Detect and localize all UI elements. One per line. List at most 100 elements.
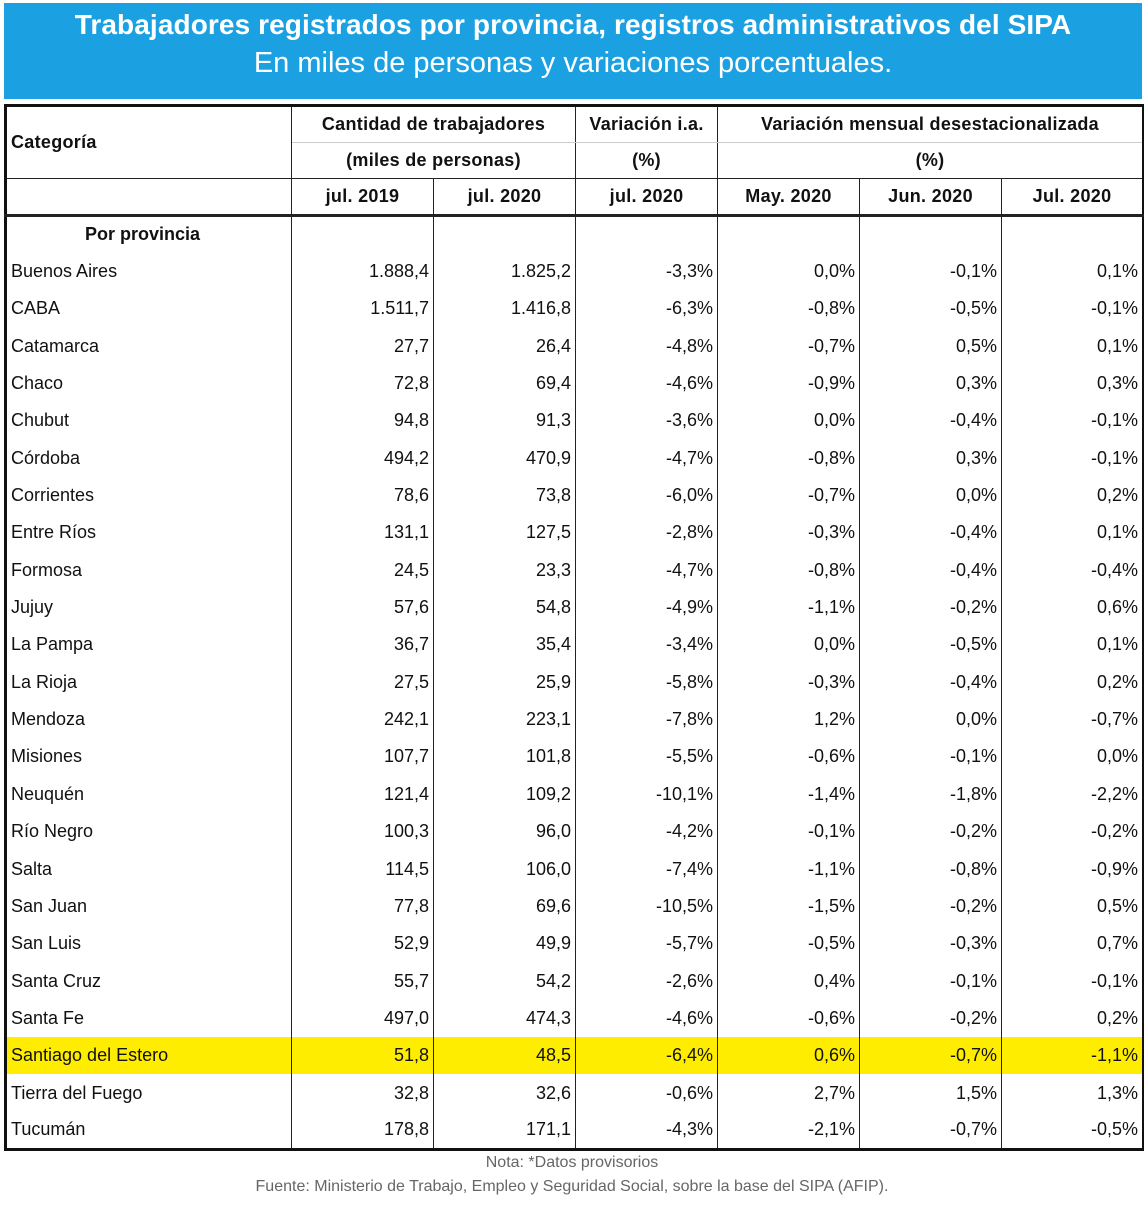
- table-cell: -0,9%: [1001, 850, 1144, 888]
- column-header: May. 2020: [717, 178, 861, 217]
- table-cell: -0,7%: [717, 327, 861, 365]
- page-title: Trabajadores registrados por provincia, …: [74, 9, 1072, 40]
- province-name: Chaco: [5, 364, 292, 403]
- table-row: Corrientes 78,6 73,8 -6,0% -0,7% 0,0% 0,2%: [5, 476, 1144, 515]
- table-cell: -10,5%: [575, 887, 719, 926]
- province-name: Neuquén: [5, 775, 292, 813]
- table-cell: 131,1: [291, 514, 434, 552]
- table-cell: 223,1: [432, 700, 577, 739]
- province-name: San Juan: [5, 887, 292, 926]
- table-row: Río Negro 100,3 96,0 -4,2% -0,1% -0,2% -0,2%: [5, 813, 1144, 851]
- column-header: Jun. 2020: [859, 178, 1003, 217]
- province-name: Buenos Aires: [5, 252, 292, 291]
- table-row: San Juan 77,8 69,6 -10,5% -1,5% -0,2% 0,5%: [5, 887, 1144, 926]
- table-cell: 94,8: [291, 402, 434, 440]
- table-cell: 32,8: [291, 1074, 434, 1112]
- table-cell: -1,8%: [859, 775, 1003, 813]
- column-header: jul. 2020: [432, 178, 577, 217]
- table-cell: -0,4%: [859, 402, 1003, 440]
- table-cell: -2,6%: [575, 962, 719, 1000]
- table-cell: 470,9: [432, 439, 577, 477]
- table-cell: -0,7%: [859, 1111, 1003, 1150]
- table-cell: 52,9: [291, 925, 434, 963]
- province-name: Tierra del Fuego: [5, 1074, 292, 1112]
- table-cell: -4,3%: [575, 1111, 719, 1150]
- table-cell: 57,6: [291, 588, 434, 627]
- table-cell: 26,4: [432, 327, 577, 365]
- table-cell: -2,1%: [717, 1111, 861, 1150]
- table-cell: 0,5%: [859, 327, 1003, 365]
- source-note: Fuente: Ministerio de Trabajo, Empleo y …: [255, 1178, 889, 1195]
- table-cell: -1,1%: [717, 588, 861, 627]
- table-cell: 96,0: [432, 813, 577, 851]
- table-row: Santa Fe 497,0 474,3 -4,6% -0,6% -0,2% 0,2%: [5, 999, 1144, 1038]
- province-name: La Rioja: [5, 663, 292, 701]
- table-row: Tierra del Fuego 32,8 32,6 -0,6% 2,7% 1,5% 1,3…: [5, 1074, 1144, 1112]
- table-cell: -0,6%: [717, 999, 861, 1038]
- table-cell: -0,2%: [859, 588, 1003, 627]
- table-cell: -3,4%: [575, 626, 719, 664]
- table-cell: 0,0%: [1001, 738, 1144, 776]
- province-name: Entre Ríos: [5, 514, 292, 552]
- table-cell: 0,2%: [1001, 663, 1144, 701]
- table-cell: 24,5: [291, 551, 434, 589]
- header-unit-workers: (miles de personas): [290, 142, 577, 179]
- table-cell: -0,1%: [1001, 439, 1144, 477]
- province-name: Salta: [5, 850, 292, 888]
- table-cell: -0,4%: [859, 663, 1003, 701]
- province-name: Santa Cruz: [5, 962, 292, 1000]
- table-row: Catamarca 27,7 26,4 -4,8% -0,7% 0,5% 0,1%: [5, 327, 1144, 365]
- province-name: Santiago del Estero: [5, 1037, 292, 1075]
- table-cell: -4,8%: [575, 327, 719, 365]
- table-cell: 27,7: [291, 327, 434, 365]
- table-row: San Luis 52,9 49,9 -5,7% -0,5% -0,3% 0,7%: [5, 925, 1144, 963]
- table-cell: -3,6%: [575, 402, 719, 440]
- header-category: Categoría: [5, 105, 292, 179]
- table-cell: -0,5%: [859, 626, 1003, 664]
- province-name: Tucumán: [5, 1111, 292, 1150]
- table-cell: 494,2: [291, 439, 434, 477]
- table-cell: 0,6%: [1001, 588, 1144, 627]
- table-cell: -0,4%: [1001, 551, 1144, 589]
- table-cell: 0,0%: [717, 402, 861, 440]
- header-group-workers: Cantidad de trabajadores: [290, 105, 577, 143]
- table-cell: -1,1%: [717, 850, 861, 888]
- table-cell: 69,4: [432, 364, 577, 403]
- column-header: jul. 2019: [291, 178, 434, 217]
- table-cell: 0,3%: [859, 439, 1003, 477]
- table-cell: 0,3%: [1001, 364, 1144, 403]
- table-cell: 1.888,4: [291, 252, 434, 291]
- table-cell: 0,1%: [1001, 514, 1144, 552]
- header-unit-yoy: (%): [575, 142, 719, 179]
- table-row: Santa Cruz 55,7 54,2 -2,6% 0,4% -0,1% -0,1%: [5, 962, 1144, 1000]
- table-cell: -0,1%: [1001, 402, 1144, 440]
- table-cell: -0,7%: [859, 1037, 1003, 1075]
- table-cell: 1.416,8: [432, 290, 577, 328]
- table-row: Córdoba 494,2 470,9 -4,7% -0,8% 0,3% -0,1%: [5, 439, 1144, 477]
- table-cell: -3,3%: [575, 252, 719, 291]
- column-header: jul. 2020: [575, 178, 719, 217]
- header-blank: [5, 178, 292, 217]
- table-cell: 2,7%: [717, 1074, 861, 1112]
- table-row: Entre Ríos 131,1 127,5 -2,8% -0,3% -0,4% 0,1%: [5, 514, 1144, 552]
- table-cell: 27,5: [291, 663, 434, 701]
- province-name: Chubut: [5, 402, 292, 440]
- table-cell: 54,8: [432, 588, 577, 627]
- table-cell: -4,7%: [575, 551, 719, 589]
- page-subtitle: En miles de personas y variaciones porce…: [253, 47, 893, 79]
- table-cell: -5,5%: [575, 738, 719, 776]
- table-cell: -4,6%: [575, 364, 719, 403]
- table-cell: -7,8%: [575, 700, 719, 739]
- table-cell: 0,6%: [717, 1037, 861, 1075]
- table-cell: -0,1%: [717, 813, 861, 851]
- table-cell: -0,4%: [859, 551, 1003, 589]
- table-cell: 0,4%: [717, 962, 861, 1000]
- table-cell: 0,2%: [1001, 999, 1144, 1038]
- table-cell: 127,5: [432, 514, 577, 552]
- province-name: Misiones: [5, 738, 292, 776]
- table-cell: -5,8%: [575, 663, 719, 701]
- table-cell: -0,8%: [717, 290, 861, 328]
- table-cell: 0,1%: [1001, 252, 1144, 291]
- table-cell: -0,5%: [859, 290, 1003, 328]
- table-row: CABA 1.511,7 1.416,8 -6,3% -0,8% -0,5% -0,1%: [5, 290, 1144, 328]
